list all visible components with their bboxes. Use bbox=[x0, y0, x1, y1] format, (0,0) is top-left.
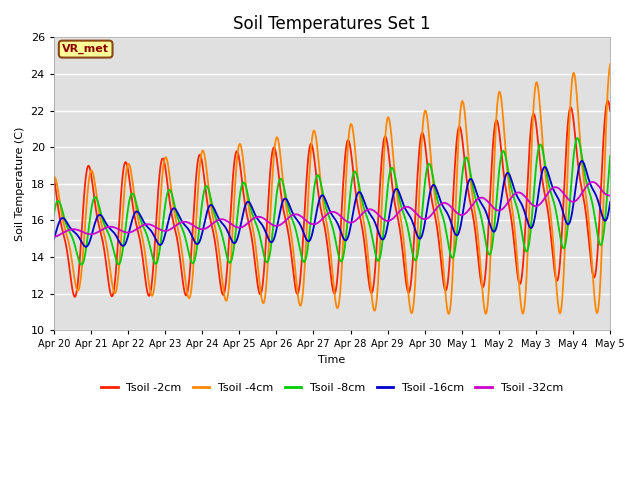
Line: Tsoil -16cm: Tsoil -16cm bbox=[54, 161, 610, 247]
Text: VR_met: VR_met bbox=[62, 44, 109, 54]
Tsoil -32cm bbox=[416, 214, 424, 220]
Tsoil -8cm bbox=[417, 227, 424, 233]
Tsoil -16cm bbox=[204, 207, 212, 213]
Tsoil -16cm bbox=[417, 235, 424, 241]
Tsoil -32cm bbox=[589, 179, 596, 185]
Tsoil -8cm bbox=[204, 185, 212, 191]
Line: Tsoil -8cm: Tsoil -8cm bbox=[54, 138, 610, 265]
Tsoil -16cm bbox=[60, 216, 68, 221]
Tsoil -8cm bbox=[78, 262, 86, 268]
Line: Tsoil -4cm: Tsoil -4cm bbox=[54, 64, 610, 314]
Tsoil -4cm bbox=[416, 177, 424, 182]
Tsoil -32cm bbox=[400, 205, 408, 211]
Tsoil -2cm bbox=[204, 203, 212, 209]
Tsoil -16cm bbox=[578, 158, 586, 164]
Tsoil -16cm bbox=[606, 199, 614, 205]
Tsoil -16cm bbox=[175, 212, 182, 217]
Tsoil -2cm bbox=[604, 98, 612, 104]
Tsoil -8cm bbox=[60, 214, 68, 219]
Tsoil -32cm bbox=[50, 234, 58, 240]
Tsoil -32cm bbox=[60, 229, 68, 235]
Tsoil -16cm bbox=[401, 204, 408, 210]
Tsoil -2cm bbox=[60, 233, 68, 239]
Tsoil -2cm bbox=[417, 135, 424, 141]
Tsoil -2cm bbox=[118, 180, 126, 186]
Tsoil -2cm bbox=[71, 294, 79, 300]
X-axis label: Time: Time bbox=[318, 355, 346, 365]
Tsoil -8cm bbox=[50, 212, 58, 217]
Tsoil -2cm bbox=[50, 174, 58, 180]
Tsoil -4cm bbox=[60, 222, 68, 228]
Tsoil -32cm bbox=[117, 228, 125, 233]
Tsoil -4cm bbox=[117, 235, 125, 241]
Tsoil -32cm bbox=[174, 221, 182, 227]
Line: Tsoil -32cm: Tsoil -32cm bbox=[54, 182, 610, 237]
Tsoil -4cm bbox=[606, 61, 614, 67]
Tsoil -32cm bbox=[204, 225, 211, 231]
Legend: Tsoil -2cm, Tsoil -4cm, Tsoil -8cm, Tsoil -16cm, Tsoil -32cm: Tsoil -2cm, Tsoil -4cm, Tsoil -8cm, Tsoi… bbox=[97, 379, 568, 398]
Tsoil -4cm bbox=[174, 225, 182, 230]
Tsoil -16cm bbox=[82, 244, 90, 250]
Tsoil -16cm bbox=[50, 237, 58, 242]
Y-axis label: Soil Temperature (C): Soil Temperature (C) bbox=[15, 127, 25, 241]
Tsoil -2cm bbox=[175, 244, 182, 250]
Tsoil -8cm bbox=[574, 135, 582, 141]
Tsoil -8cm bbox=[175, 217, 182, 223]
Tsoil -8cm bbox=[401, 213, 408, 218]
Tsoil -32cm bbox=[606, 193, 614, 199]
Title: Soil Temperatures Set 1: Soil Temperatures Set 1 bbox=[233, 15, 431, 33]
Tsoil -8cm bbox=[118, 252, 126, 258]
Line: Tsoil -2cm: Tsoil -2cm bbox=[54, 101, 610, 297]
Tsoil -2cm bbox=[606, 108, 614, 114]
Tsoil -4cm bbox=[50, 175, 58, 180]
Tsoil -2cm bbox=[401, 265, 408, 271]
Tsoil -4cm bbox=[445, 311, 452, 317]
Tsoil -16cm bbox=[118, 242, 126, 248]
Tsoil -4cm bbox=[400, 237, 408, 243]
Tsoil -4cm bbox=[204, 171, 211, 177]
Tsoil -8cm bbox=[606, 153, 614, 159]
